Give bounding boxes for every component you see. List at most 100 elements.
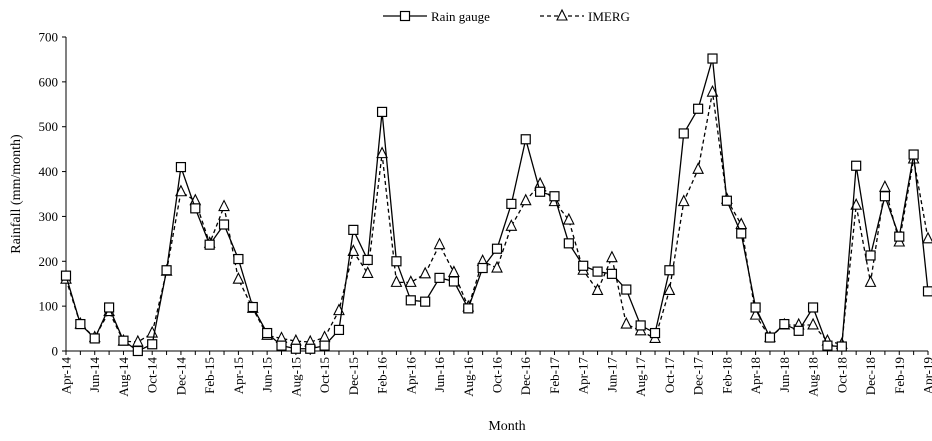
- point-rain-gauge: [334, 325, 343, 334]
- x-tick-label: Apr-16: [403, 357, 418, 395]
- point-rain-gauge: [909, 150, 918, 159]
- legend-marker-rain-gauge: [401, 12, 410, 21]
- x-tick-label: Apr-18: [748, 357, 763, 394]
- point-rain-gauge: [234, 255, 243, 264]
- y-tick-label: 0: [52, 344, 59, 359]
- point-rain-gauge: [794, 326, 803, 335]
- point-rain-gauge: [722, 196, 731, 205]
- point-imerg: [320, 332, 330, 342]
- point-imerg: [808, 319, 818, 329]
- x-tick-label: Jun-17: [604, 357, 619, 393]
- point-rain-gauge: [564, 239, 573, 248]
- point-rain-gauge: [205, 240, 214, 249]
- x-tick-label: Apr-17: [576, 357, 591, 395]
- x-tick-label: Apr-19: [921, 357, 932, 394]
- point-rain-gauge: [162, 266, 171, 275]
- point-rain-gauge: [895, 232, 904, 241]
- x-tick-label: Aug-15: [288, 357, 303, 397]
- point-rain-gauge: [349, 225, 358, 234]
- x-axis-title: Month: [488, 419, 525, 434]
- point-rain-gauge: [521, 135, 530, 144]
- point-imerg: [391, 276, 401, 286]
- x-tick-label: Oct-17: [662, 357, 677, 394]
- point-rain-gauge: [550, 192, 559, 201]
- point-rain-gauge: [277, 341, 286, 350]
- point-imerg: [607, 252, 617, 262]
- point-rain-gauge: [593, 267, 602, 276]
- point-rain-gauge: [493, 244, 502, 253]
- x-tick-label: Dec-15: [346, 357, 361, 395]
- point-rain-gauge: [694, 104, 703, 113]
- point-rain-gauge: [809, 303, 818, 312]
- point-rain-gauge: [636, 321, 645, 330]
- point-imerg: [506, 220, 516, 230]
- point-rain-gauge: [449, 277, 458, 286]
- point-rain-gauge: [852, 161, 861, 170]
- point-imerg: [621, 318, 631, 328]
- point-imerg: [133, 336, 143, 346]
- y-tick-label: 300: [39, 209, 59, 224]
- point-rain-gauge: [378, 107, 387, 116]
- x-tick-label: Aug-17: [633, 357, 648, 397]
- point-rain-gauge: [765, 333, 774, 342]
- x-tick-label: Apr-15: [231, 357, 246, 394]
- point-rain-gauge: [780, 320, 789, 329]
- point-imerg: [866, 276, 876, 286]
- point-imerg: [449, 267, 459, 277]
- x-tick-label: Dec-16: [518, 357, 533, 396]
- x-tick-label: Dec-17: [691, 357, 706, 396]
- x-tick-label: Feb-17: [547, 357, 562, 394]
- x-tick-label: Oct-16: [490, 357, 505, 394]
- point-rain-gauge: [148, 340, 157, 349]
- point-imerg: [435, 239, 445, 249]
- point-rain-gauge: [62, 271, 71, 280]
- x-tick-label: Feb-18: [719, 357, 734, 394]
- point-imerg: [923, 233, 932, 243]
- legend-marker-imerg: [557, 10, 567, 20]
- x-tick-label: Jun-15: [260, 357, 275, 392]
- point-rain-gauge: [363, 255, 372, 264]
- point-imerg: [219, 201, 229, 211]
- y-tick-label: 200: [39, 254, 59, 269]
- y-tick-label: 600: [39, 74, 59, 89]
- point-imerg: [564, 214, 574, 224]
- point-rain-gauge: [478, 264, 487, 273]
- point-rain-gauge: [421, 297, 430, 306]
- x-tick-label: Aug-14: [116, 357, 131, 397]
- x-tick-label: Dec-18: [863, 357, 878, 395]
- point-rain-gauge: [622, 285, 631, 294]
- point-rain-gauge: [76, 320, 85, 329]
- point-rain-gauge: [320, 341, 329, 350]
- point-rain-gauge: [679, 129, 688, 138]
- point-rain-gauge: [435, 273, 444, 282]
- point-rain-gauge: [665, 266, 674, 275]
- x-tick-label: Aug-16: [461, 357, 476, 397]
- x-tick-label: Dec-14: [173, 357, 188, 396]
- point-rain-gauge: [579, 261, 588, 270]
- y-axis-title: Rainfall (mm/month): [9, 134, 24, 254]
- series-rain-gauge: [62, 54, 932, 355]
- point-rain-gauge: [536, 187, 545, 196]
- y-tick-label: 400: [39, 164, 59, 179]
- point-rain-gauge: [737, 229, 746, 238]
- point-imerg: [693, 163, 703, 173]
- x-tick-label: Apr-14: [59, 357, 74, 395]
- y-tick-label: 500: [39, 119, 59, 134]
- point-imerg: [521, 195, 531, 205]
- point-rain-gauge: [651, 329, 660, 338]
- point-rain-gauge: [90, 334, 99, 343]
- point-rain-gauge: [751, 303, 760, 312]
- legend-item-rain-gauge: Rain gauge: [383, 9, 490, 24]
- point-rain-gauge: [105, 303, 114, 312]
- point-rain-gauge: [880, 192, 889, 201]
- point-imerg: [420, 268, 430, 278]
- point-rain-gauge: [464, 304, 473, 313]
- legend-label-imerg: IMERG: [588, 9, 630, 24]
- point-rain-gauge: [837, 342, 846, 351]
- x-tick-label: Oct-18: [834, 357, 849, 393]
- point-rain-gauge: [176, 163, 185, 172]
- point-rain-gauge: [823, 341, 832, 350]
- x-tick-label: Feb-15: [202, 357, 217, 394]
